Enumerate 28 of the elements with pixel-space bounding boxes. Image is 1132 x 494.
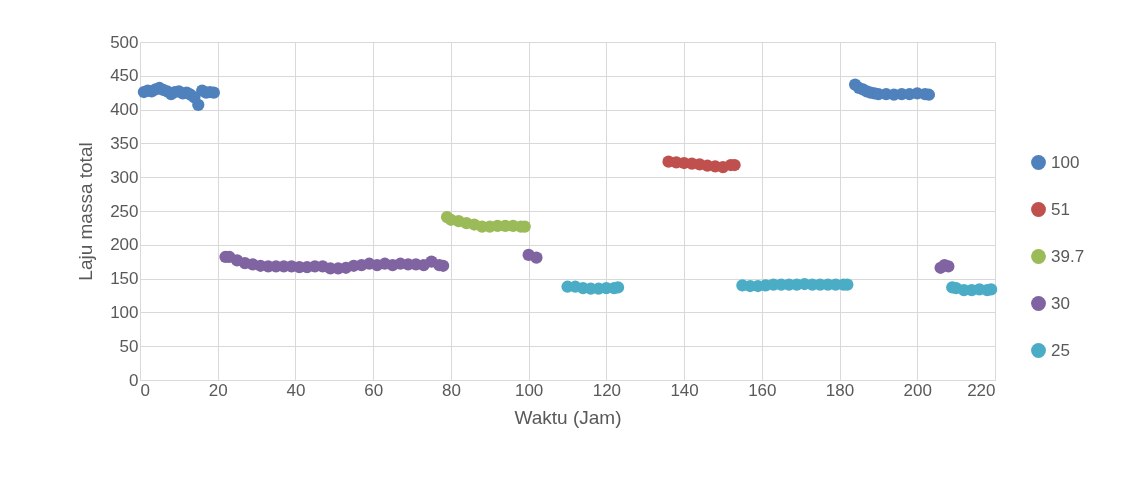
x-axis-title: Waktu (Jam) [514, 406, 622, 428]
y-tick-label: 250 [110, 201, 139, 221]
x-tick-label: 20 [208, 380, 228, 400]
x-tick-label: 60 [364, 380, 384, 400]
y-tick-label: 150 [110, 269, 139, 289]
y-tick-label: 350 [110, 133, 139, 153]
x-tick-label: 180 [825, 380, 855, 400]
y-tick-label: 400 [110, 100, 139, 120]
x-tick-label: 80 [441, 380, 461, 400]
y-axis-title: Laju massa total [75, 142, 97, 281]
legend-label: 100 [1051, 152, 1080, 172]
y-tick-label: 50 [119, 336, 139, 356]
y-tick-label: 500 [110, 32, 139, 52]
x-tick-label: 40 [286, 380, 306, 400]
x-tick-label: 100 [514, 380, 544, 400]
legend-label: 39.7 [1051, 246, 1085, 266]
legend-label: 25 [1051, 340, 1070, 360]
x-tick-label: 160 [748, 380, 777, 400]
y-tick-label: 450 [110, 66, 139, 86]
x-tick-label: 120 [592, 380, 622, 400]
x-tick-label: 140 [670, 380, 699, 400]
y-tick-label: 200 [110, 235, 139, 255]
x-tick-label: 220 [967, 380, 996, 400]
y-tick-label: 300 [110, 167, 139, 187]
legend-label: 51 [1051, 199, 1070, 219]
legend-label: 30 [1051, 293, 1070, 313]
x-tick-label: 200 [903, 380, 932, 400]
y-tick-label: 100 [110, 302, 139, 322]
